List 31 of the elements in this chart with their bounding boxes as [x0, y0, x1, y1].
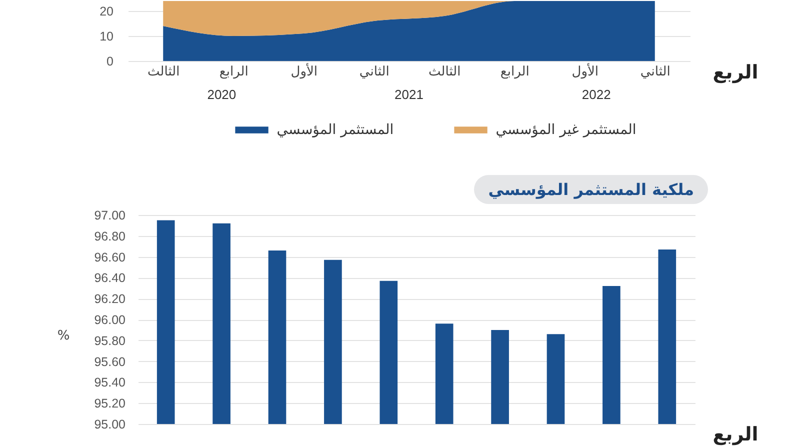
y-tick-label: 95.40 — [94, 376, 126, 390]
y-tick-label: 96.60 — [94, 250, 126, 264]
x-tick-label: الأول — [290, 62, 318, 80]
legend-label: المستثمر المؤسسي — [276, 122, 394, 138]
x-tick-label: الثالث — [148, 64, 180, 80]
y-tick-label: 95.60 — [94, 354, 126, 369]
x-tick-label: الثالث — [428, 64, 461, 80]
text: 2020 — [207, 87, 236, 102]
y-tick-label: 96.80 — [94, 229, 126, 244]
y-tick-label: 95.00 — [94, 418, 126, 432]
x-tick-label: الرابع — [500, 64, 530, 80]
y-tick-label: 96.20 — [94, 292, 126, 306]
y-tick-label: 20 — [100, 4, 114, 18]
x-axis-title: الربع — [712, 424, 758, 446]
y-tick-label: 96.00 — [94, 313, 126, 327]
legend-label: المستثمر غير المؤسسي — [496, 122, 636, 138]
x-tick-label: الثاني — [640, 64, 670, 80]
y-tick-label: 0 — [106, 54, 114, 68]
x-tick-label: الأول — [572, 62, 598, 80]
y-tick-label: 95.80 — [94, 334, 126, 348]
chart-title: ملكية المستثمر المؤسسي — [488, 179, 694, 200]
y-tick-label: 96.40 — [94, 271, 126, 286]
y-tick-label: 95.20 — [94, 396, 126, 411]
text: 2022 — [582, 87, 611, 102]
y-tick-label: 97.00 — [94, 208, 126, 222]
x-axis-title: الربع — [712, 62, 758, 84]
y-axis-title: % — [57, 328, 70, 344]
x-tick-label: الثاني — [359, 64, 390, 80]
y-tick-label: 10 — [100, 30, 114, 44]
x-tick-label: الرابع — [219, 64, 248, 80]
text: 2021 — [394, 87, 424, 102]
